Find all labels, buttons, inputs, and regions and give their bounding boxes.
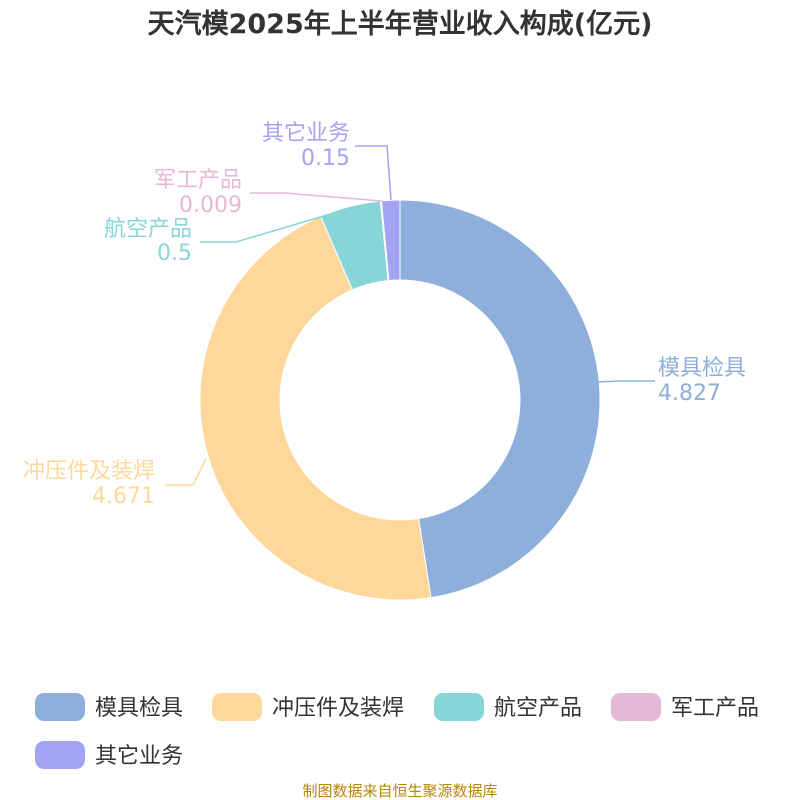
slice-label-4: 军工产品 — [154, 168, 242, 193]
callout-line-3 — [200, 214, 328, 243]
callout-line-1 — [596, 380, 655, 383]
callout-line-5 — [355, 145, 392, 201]
slice-label-1: 模具检具 — [658, 356, 746, 381]
chart-title: 天汽模2025年上半年营业收入构成(亿元) — [148, 8, 653, 40]
slice-value-5: 0.15 — [301, 146, 350, 171]
legend-label-1: 模具检具 — [95, 696, 183, 721]
donut-slices — [199, 199, 601, 601]
callout-line-2 — [165, 458, 207, 486]
legend-label-3: 航空产品 — [494, 696, 582, 721]
slice-value-1: 4.827 — [658, 381, 721, 406]
slice-5 — [380, 199, 401, 282]
legend-swatch-2 — [212, 693, 262, 721]
slice-label-3: 航空产品 — [104, 217, 192, 242]
slice-1 — [399, 199, 601, 599]
legend-label-4: 军工产品 — [671, 696, 759, 721]
callout-line-4 — [250, 192, 383, 202]
legend-swatch-1 — [35, 693, 85, 721]
legend-label-5: 其它业务 — [95, 744, 183, 769]
slice-label-5: 其它业务 — [262, 121, 350, 146]
slice-label-2: 冲压件及装焊 — [23, 459, 155, 484]
legend-swatch-4 — [611, 693, 661, 721]
legend-swatch-5 — [35, 741, 85, 769]
slice-value-4: 0.009 — [179, 193, 242, 218]
slice-value-3: 0.5 — [157, 241, 192, 266]
slice-2 — [199, 215, 432, 601]
legend-label-2: 冲压件及装焊 — [272, 696, 404, 721]
slice-value-2: 4.671 — [92, 484, 155, 509]
legend-swatch-3 — [434, 693, 484, 721]
source-note: 制图数据来自恒生聚源数据库 — [302, 782, 497, 800]
